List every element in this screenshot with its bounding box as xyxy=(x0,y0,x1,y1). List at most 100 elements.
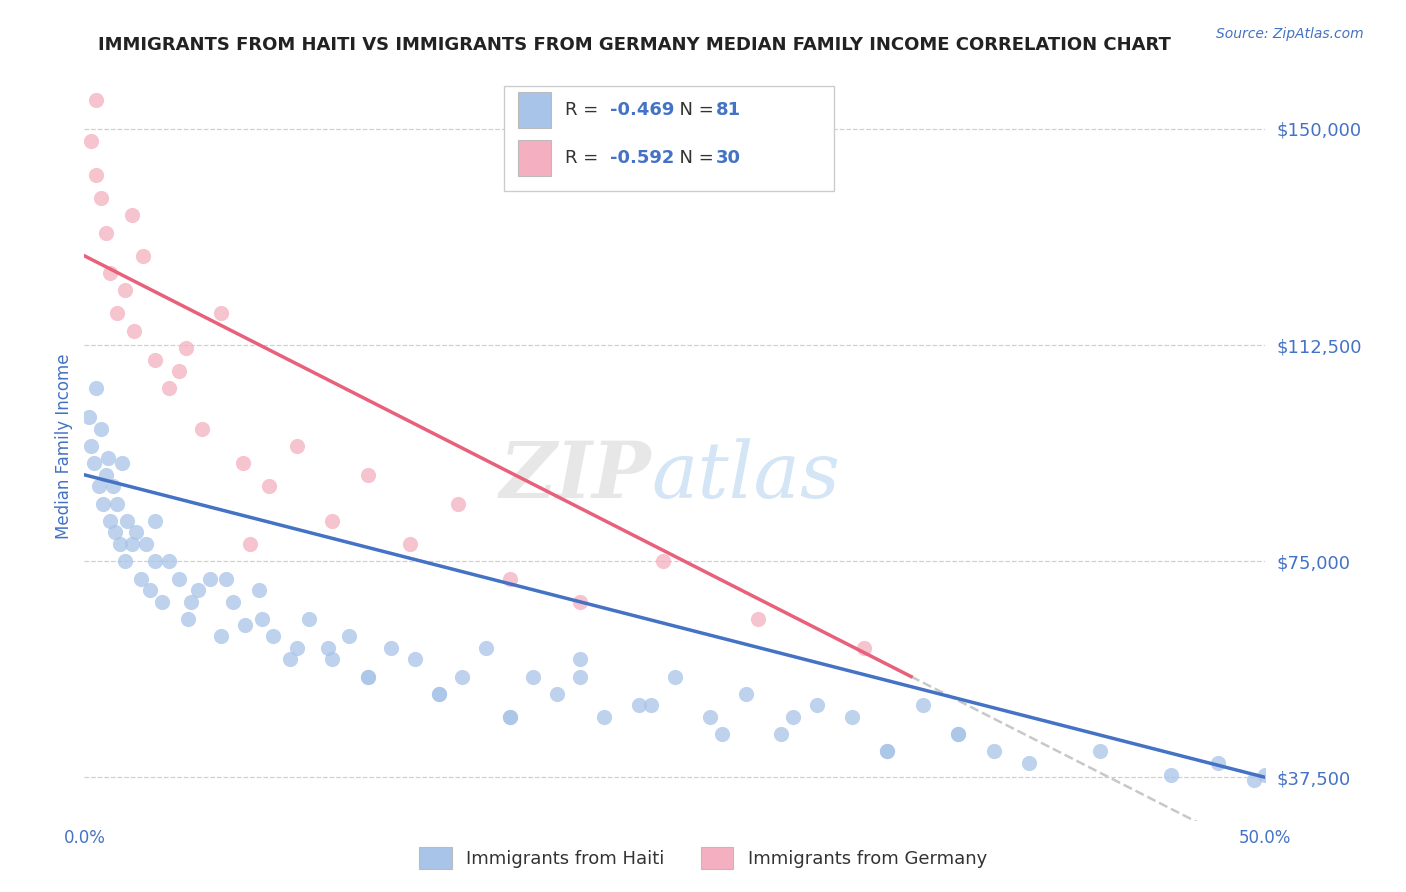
Point xyxy=(143,514,166,528)
Point xyxy=(121,209,143,223)
Point xyxy=(569,594,592,608)
Point xyxy=(278,652,301,666)
Point xyxy=(711,727,734,741)
Point xyxy=(80,439,103,453)
Point xyxy=(357,669,380,683)
Point xyxy=(652,554,675,568)
Point xyxy=(380,640,402,655)
Point xyxy=(111,456,134,470)
Point xyxy=(107,497,129,511)
Point xyxy=(569,652,592,666)
Point xyxy=(806,698,828,713)
Point xyxy=(233,617,256,632)
Point xyxy=(664,669,686,683)
Point xyxy=(1254,767,1277,781)
Point xyxy=(1088,744,1111,758)
Point xyxy=(257,479,280,493)
Point xyxy=(114,554,136,568)
Point xyxy=(180,594,202,608)
Point xyxy=(157,554,180,568)
Point xyxy=(101,479,124,493)
Point xyxy=(285,439,308,453)
Point xyxy=(250,612,273,626)
Point xyxy=(983,744,1005,758)
Point xyxy=(222,594,245,608)
Text: ZIP: ZIP xyxy=(499,438,651,514)
Point xyxy=(239,537,262,551)
Point xyxy=(108,537,131,551)
Point xyxy=(569,669,592,683)
Point xyxy=(1160,767,1182,781)
Point xyxy=(948,727,970,741)
Point xyxy=(98,266,121,280)
Text: 30: 30 xyxy=(716,149,741,167)
Point xyxy=(187,583,209,598)
Point xyxy=(1206,756,1229,770)
Point xyxy=(77,410,100,425)
Point xyxy=(177,612,200,626)
Point xyxy=(90,422,112,436)
Point xyxy=(298,612,321,626)
Point xyxy=(84,168,107,182)
Text: N =: N = xyxy=(668,102,720,120)
Point xyxy=(321,652,343,666)
Point xyxy=(852,640,875,655)
Point xyxy=(1018,756,1040,770)
Text: IMMIGRANTS FROM HAITI VS IMMIGRANTS FROM GERMANY MEDIAN FAMILY INCOME CORRELATIO: IMMIGRANTS FROM HAITI VS IMMIGRANTS FROM… xyxy=(98,36,1171,54)
Y-axis label: Median Family Income: Median Family Income xyxy=(55,353,73,539)
Point xyxy=(699,710,721,724)
Point xyxy=(129,572,152,586)
Point xyxy=(357,669,380,683)
Point xyxy=(104,525,127,540)
Text: -0.592: -0.592 xyxy=(610,149,675,167)
Point xyxy=(747,612,769,626)
Point xyxy=(316,640,339,655)
Bar xyxy=(503,87,834,191)
Point xyxy=(782,710,804,724)
Point xyxy=(427,687,450,701)
Point xyxy=(80,134,103,148)
Text: 81: 81 xyxy=(716,102,741,120)
Point xyxy=(139,583,162,598)
Point xyxy=(90,191,112,205)
Point xyxy=(91,497,114,511)
Point xyxy=(122,324,145,338)
Text: Source: ZipAtlas.com: Source: ZipAtlas.com xyxy=(1216,27,1364,41)
Point xyxy=(876,744,898,758)
Point xyxy=(143,554,166,568)
Point xyxy=(198,572,221,586)
Point xyxy=(167,572,190,586)
Point xyxy=(640,698,662,713)
Point xyxy=(94,226,117,240)
Text: R =: R = xyxy=(565,149,605,167)
Text: R =: R = xyxy=(565,102,605,120)
Text: atlas: atlas xyxy=(651,438,839,514)
Point xyxy=(911,698,934,713)
Point xyxy=(451,669,474,683)
Point xyxy=(87,479,110,493)
Point xyxy=(285,640,308,655)
Point xyxy=(948,727,970,741)
Point xyxy=(546,687,568,701)
Point xyxy=(157,381,180,395)
Point xyxy=(1243,773,1265,788)
Text: -0.469: -0.469 xyxy=(610,102,675,120)
Point xyxy=(770,727,793,741)
Point xyxy=(167,364,190,378)
Point xyxy=(209,629,232,643)
Point xyxy=(83,456,105,470)
Point xyxy=(115,514,138,528)
Point xyxy=(427,687,450,701)
Bar xyxy=(517,139,551,176)
Point xyxy=(135,537,157,551)
Point xyxy=(498,572,520,586)
Point xyxy=(498,710,520,724)
Point xyxy=(94,467,117,482)
Point xyxy=(107,306,129,320)
Point xyxy=(593,710,616,724)
Point xyxy=(628,698,651,713)
Point xyxy=(232,456,254,470)
Text: N =: N = xyxy=(668,149,720,167)
Point xyxy=(841,710,863,724)
Point xyxy=(337,629,360,643)
